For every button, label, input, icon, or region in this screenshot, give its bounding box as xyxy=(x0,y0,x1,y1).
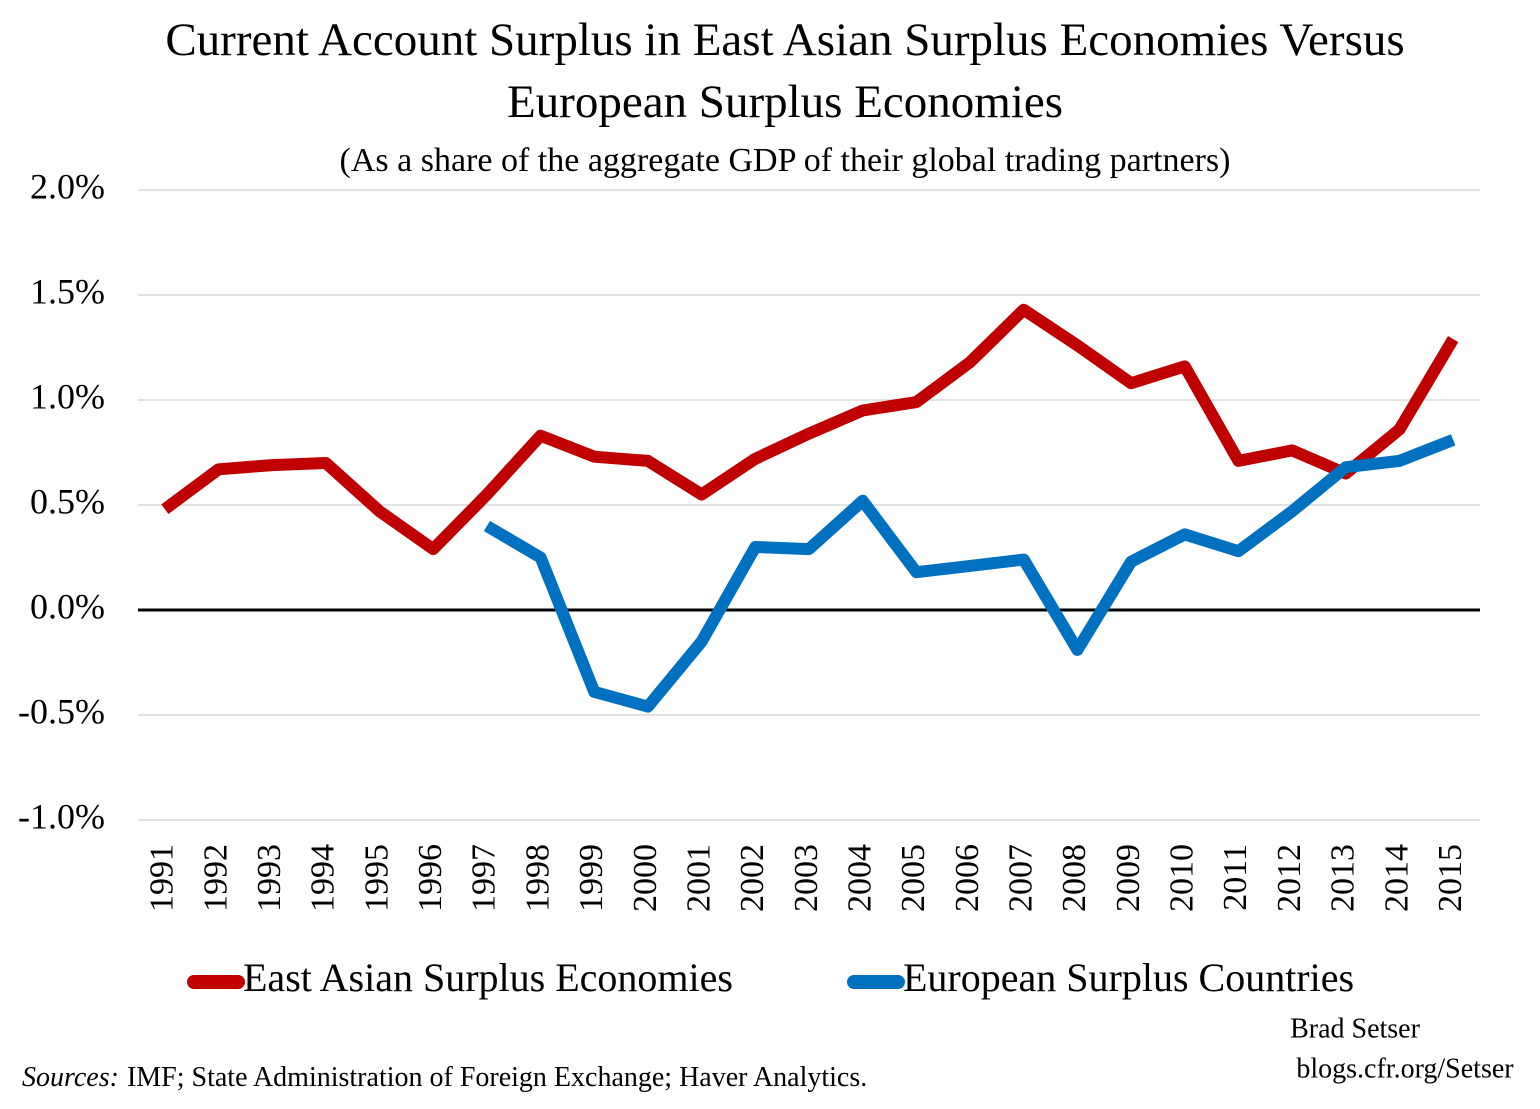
x-tick-label: 1994 xyxy=(305,844,342,912)
y-tick-label: -1.0% xyxy=(18,796,105,836)
x-tick-label: 2010 xyxy=(1164,844,1201,912)
x-tick-label: 2006 xyxy=(949,844,986,912)
x-tick-label: 2005 xyxy=(895,844,932,912)
x-tick-label: 2015 xyxy=(1432,844,1469,912)
x-tick-label: 2013 xyxy=(1325,844,1362,912)
x-tick-label: 1995 xyxy=(358,844,395,912)
x-tick-label: 2014 xyxy=(1378,844,1415,912)
x-tick-label: 2001 xyxy=(680,844,717,912)
y-tick-label: -0.5% xyxy=(18,691,105,731)
series-line xyxy=(161,303,1459,556)
x-tick-label: 2008 xyxy=(1056,844,1093,912)
x-tick-label: 2002 xyxy=(734,844,771,912)
credit: blogs.cfr.org/Setser xyxy=(1296,1053,1514,1084)
x-tick-label: 1993 xyxy=(251,844,288,912)
x-tick-label: 2003 xyxy=(788,844,825,912)
x-tick-label: 1992 xyxy=(197,844,234,912)
x-tick-label: 2007 xyxy=(1003,844,1040,912)
source-label: Sources: xyxy=(22,1062,119,1093)
y-tick-label: 1.5% xyxy=(30,271,105,311)
x-tick-label: 1996 xyxy=(412,844,449,912)
credit: Brad Setser xyxy=(1290,1013,1421,1044)
series-line xyxy=(483,434,1456,713)
source: Sources: IMF; State Administration of For… xyxy=(22,1062,867,1093)
x-tick-label: 2009 xyxy=(1110,844,1147,912)
legend-label: European Surplus Countries xyxy=(903,955,1354,1000)
y-tick-label: 0.0% xyxy=(30,586,105,626)
chart-title: Current Account Surplus in East Asian Su… xyxy=(165,14,1404,66)
x-tick-label: 1998 xyxy=(519,844,556,912)
y-tick-label: 1.0% xyxy=(30,376,105,416)
x-tick-label: 2011 xyxy=(1217,844,1254,911)
source-text: IMF; State Administration of Foreign Exc… xyxy=(127,1062,867,1093)
y-tick-label: 0.5% xyxy=(30,481,105,521)
x-tick-label: 2004 xyxy=(841,844,878,912)
x-tick-label: 1999 xyxy=(573,844,610,912)
chart-subtitle: (As a share of the aggregate GDP of thei… xyxy=(340,142,1231,179)
chart-title: European Surplus Economies xyxy=(507,76,1063,128)
x-tick-label: 1997 xyxy=(466,844,503,912)
x-tick-label: 2000 xyxy=(627,844,664,912)
x-tick-label: 2012 xyxy=(1271,844,1308,912)
y-tick-label: 2.0% xyxy=(30,166,105,206)
x-tick-label: 1991 xyxy=(144,844,181,912)
legend-label: East Asian Surplus Economies xyxy=(243,955,733,1000)
